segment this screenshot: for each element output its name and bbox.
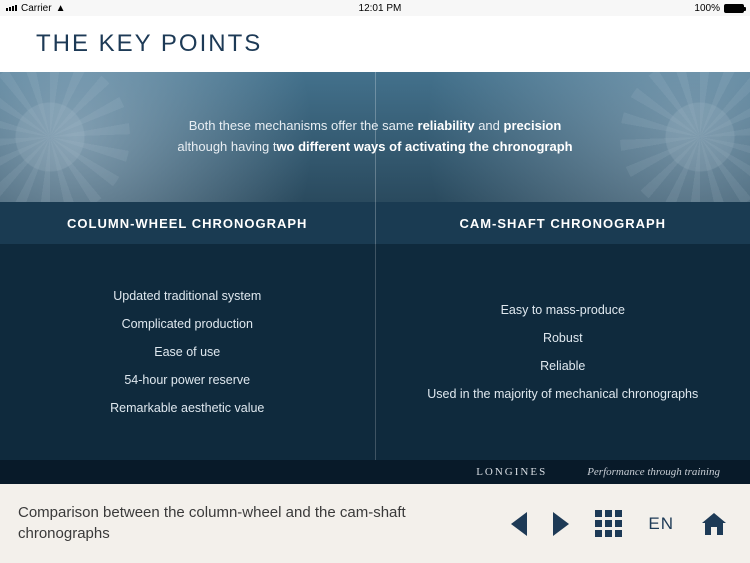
brand-logo: LONGINES: [476, 466, 547, 478]
list-item: Complicated production: [122, 317, 253, 331]
comparison-body: Updated traditional system Complicated p…: [0, 244, 750, 460]
hero-l2-prefix: although having t: [177, 139, 276, 154]
hero-l1-mid: and: [475, 118, 504, 133]
brand-strip: LONGINES Performance through training: [0, 460, 750, 484]
hero-l1-prefix: Both these mechanisms offer the same: [189, 118, 418, 133]
right-column: Easy to mass-produce Robust Reliable Use…: [376, 244, 750, 460]
carrier-label: Carrier: [21, 3, 52, 14]
nav-caption: Comparison between the column-wheel and …: [0, 503, 511, 544]
hero-l2-bold: wo different ways of activating the chro…: [276, 139, 572, 154]
hero-l1-bold2: precision: [504, 118, 562, 133]
next-button[interactable]: [553, 512, 569, 536]
status-left: Carrier ▲: [6, 3, 65, 14]
grid-icon: [595, 510, 622, 537]
chevron-left-icon: [511, 512, 527, 536]
list-item: 54-hour power reserve: [124, 373, 250, 387]
list-item: Ease of use: [154, 345, 220, 359]
chevron-right-icon: [553, 512, 569, 536]
battery-pct: 100%: [694, 3, 720, 14]
battery-icon: [724, 4, 744, 13]
column-headings: COLUMN-WHEEL CHRONOGRAPH CAM-SHAFT CHRON…: [0, 202, 750, 244]
status-right: 100%: [694, 3, 744, 14]
nav-controls: EN: [511, 510, 750, 537]
brand-tagline: Performance through training: [587, 466, 720, 478]
grid-button[interactable]: [595, 510, 622, 537]
bottom-nav: Comparison between the column-wheel and …: [0, 484, 750, 563]
left-column: Updated traditional system Complicated p…: [0, 244, 375, 460]
signal-icon: [6, 5, 17, 11]
list-item: Updated traditional system: [113, 289, 261, 303]
list-item: Remarkable aesthetic value: [110, 401, 264, 415]
list-item: Used in the majority of mechanical chron…: [427, 387, 698, 401]
page-title: THE KEY POINTS: [36, 30, 262, 58]
status-bar: Carrier ▲ 12:01 PM 100%: [0, 0, 750, 16]
list-item: Robust: [543, 331, 583, 345]
hero-band: Both these mechanisms offer the same rel…: [0, 72, 750, 202]
prev-button[interactable]: [511, 512, 527, 536]
language-button[interactable]: EN: [648, 514, 674, 534]
home-button[interactable]: [700, 511, 728, 537]
home-icon: [700, 511, 728, 537]
list-item: Easy to mass-produce: [501, 303, 625, 317]
hero-l1-bold1: reliability: [418, 118, 475, 133]
page-header: THE KEY POINTS: [0, 16, 750, 72]
left-column-heading: COLUMN-WHEEL CHRONOGRAPH: [0, 202, 375, 244]
right-column-heading: CAM-SHAFT CHRONOGRAPH: [376, 202, 750, 244]
status-time: 12:01 PM: [359, 3, 402, 14]
hero-text: Both these mechanisms offer the same rel…: [177, 116, 572, 158]
list-item: Reliable: [540, 359, 585, 373]
wifi-icon: ▲: [56, 3, 66, 14]
